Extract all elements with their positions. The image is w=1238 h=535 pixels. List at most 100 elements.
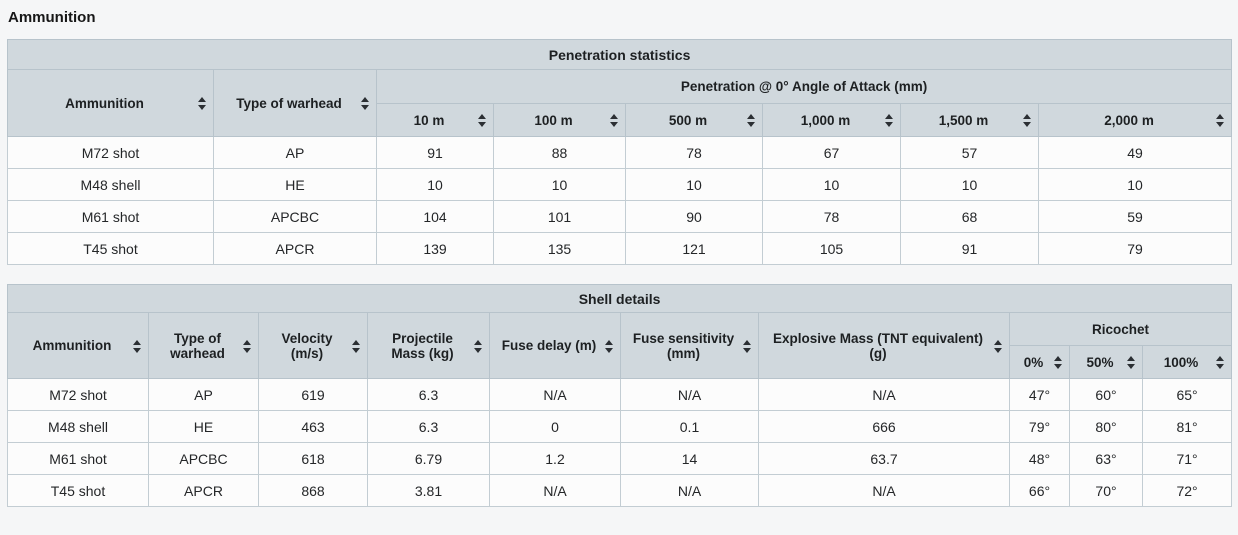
- sort-icon[interactable]: [1216, 356, 1225, 369]
- cell-warhead: AP: [213, 136, 377, 169]
- cell-ricochet-100: 65°: [1141, 378, 1233, 411]
- col-header-fuse-sensitivity-label: Fuse sensitivity (mm): [632, 330, 735, 361]
- sort-icon[interactable]: [1023, 114, 1031, 127]
- cell-fuse-sensitivity: 0.1: [620, 410, 759, 443]
- cell-pen-1000m: 105: [762, 232, 901, 265]
- cell-warhead: HE: [213, 168, 377, 201]
- cell-pen-1000m: 10: [762, 168, 901, 201]
- col-header-1500m[interactable]: 1,500 m: [900, 103, 1039, 137]
- table-row: T45 shot APCR 139 135 121 105 91 79: [7, 232, 1233, 265]
- col-header-2000m-label: 2,000 m: [1104, 112, 1154, 128]
- cell-ammunition: M61 shot: [7, 442, 149, 475]
- table-row: M61 shot APCBC 104 101 90 78 68 59: [7, 200, 1233, 233]
- col-header-2000m[interactable]: 2,000 m: [1037, 103, 1233, 137]
- cell-explosive-mass: N/A: [758, 474, 1010, 507]
- col-header-projectile-mass[interactable]: Projectile Mass (kg): [367, 312, 490, 379]
- sort-icon[interactable]: [1127, 356, 1135, 369]
- sort-icon[interactable]: [610, 114, 618, 127]
- cell-warhead: APCBC: [213, 200, 377, 233]
- col-header-ammunition[interactable]: Ammunition: [7, 312, 149, 379]
- cell-pen-1500m: 91: [900, 232, 1039, 265]
- cell-ricochet-50: 60°: [1069, 378, 1143, 411]
- col-header-100m[interactable]: 100 m: [493, 103, 626, 137]
- cell-ricochet-0: 66°: [1009, 474, 1070, 507]
- col-header-explosive-mass[interactable]: Explosive Mass (TNT equivalent) (g): [758, 312, 1010, 379]
- cell-pen-500m: 121: [625, 232, 763, 265]
- cell-explosive-mass: N/A: [758, 378, 1010, 411]
- cell-fuse-sensitivity: N/A: [620, 378, 759, 411]
- table-row: M48 shell HE 10 10 10 10 10 10: [7, 168, 1233, 201]
- cell-pen-100m: 10: [493, 168, 626, 201]
- sort-icon[interactable]: [243, 339, 251, 353]
- col-header-10m[interactable]: 10 m: [376, 103, 494, 137]
- col-header-fuse-sensitivity[interactable]: Fuse sensitivity (mm): [620, 312, 759, 379]
- col-header-ricochet-50-label: 50%: [1086, 354, 1114, 370]
- col-header-fuse-delay[interactable]: Fuse delay (m): [489, 312, 621, 379]
- table-row: M72 shot AP 619 6.3 N/A N/A N/A 47° 60° …: [7, 378, 1233, 411]
- cell-velocity: 619: [258, 378, 368, 411]
- col-header-ammunition[interactable]: Ammunition: [7, 69, 214, 137]
- col-header-100m-label: 100 m: [534, 112, 573, 128]
- col-header-500m[interactable]: 500 m: [625, 103, 763, 137]
- cell-ammunition: M61 shot: [7, 200, 214, 233]
- cell-pen-10m: 91: [376, 136, 494, 169]
- cell-projectile-mass: 6.79: [367, 442, 490, 475]
- cell-ricochet-100: 72°: [1141, 474, 1233, 507]
- cell-warhead: APCBC: [148, 442, 259, 475]
- sort-icon[interactable]: [885, 114, 893, 127]
- col-header-1000m-label: 1,000 m: [800, 112, 851, 128]
- col-header-type-of-warhead-label: Type of warhead: [170, 330, 225, 361]
- sort-icon[interactable]: [474, 339, 482, 353]
- cell-pen-100m: 135: [493, 232, 626, 265]
- penetration-statistics-table: Penetration statistics Ammunition Type o…: [6, 39, 1233, 265]
- sort-icon[interactable]: [1054, 356, 1062, 369]
- cell-pen-1000m: 67: [762, 136, 901, 169]
- cell-projectile-mass: 6.3: [367, 410, 490, 443]
- cell-ricochet-0: 48°: [1009, 442, 1070, 475]
- cell-pen-500m: 90: [625, 200, 763, 233]
- col-header-ricochet-0[interactable]: 0%: [1009, 345, 1070, 379]
- col-header-velocity-label: Velocity (m/s): [281, 330, 333, 361]
- cell-pen-10m: 104: [376, 200, 494, 233]
- sort-icon[interactable]: [133, 339, 141, 353]
- sort-icon[interactable]: [605, 339, 613, 353]
- col-header-1500m-label: 1,500 m: [938, 112, 989, 128]
- sort-icon[interactable]: [361, 97, 369, 110]
- cell-ammunition: M72 shot: [7, 378, 149, 411]
- cell-fuse-sensitivity: 14: [620, 442, 759, 475]
- col-header-ammunition-label: Ammunition: [32, 338, 112, 353]
- cell-pen-500m: 10: [625, 168, 763, 201]
- cell-ammunition: M72 shot: [7, 136, 214, 169]
- sort-icon[interactable]: [1216, 114, 1225, 127]
- cell-pen-10m: 139: [376, 232, 494, 265]
- sort-icon[interactable]: [994, 339, 1002, 353]
- cell-velocity: 868: [258, 474, 368, 507]
- cell-warhead: APCR: [213, 232, 377, 265]
- cell-ricochet-0: 47°: [1009, 378, 1070, 411]
- col-header-type-of-warhead[interactable]: Type of warhead: [148, 312, 259, 379]
- cell-pen-2000m: 49: [1037, 136, 1233, 169]
- col-header-1000m[interactable]: 1,000 m: [762, 103, 901, 137]
- col-header-velocity[interactable]: Velocity (m/s): [258, 312, 368, 379]
- col-header-type-of-warhead-label: Type of warhead: [236, 95, 342, 111]
- table-row: M48 shell HE 463 6.3 0 0.1 666 79° 80° 8…: [7, 410, 1233, 443]
- sort-icon[interactable]: [478, 114, 486, 127]
- sort-icon[interactable]: [352, 339, 360, 353]
- cell-pen-1000m: 78: [762, 200, 901, 233]
- cell-warhead: AP: [148, 378, 259, 411]
- sort-icon[interactable]: [743, 339, 751, 353]
- col-header-ricochet-100[interactable]: 100%: [1141, 345, 1233, 379]
- cell-pen-10m: 10: [376, 168, 494, 201]
- cell-pen-500m: 78: [625, 136, 763, 169]
- group-header-penetration-angle: Penetration @ 0° Angle of Attack (mm): [375, 69, 1233, 104]
- col-header-ricochet-50[interactable]: 50%: [1069, 345, 1143, 379]
- col-header-type-of-warhead[interactable]: Type of warhead: [213, 69, 377, 137]
- cell-ammunition: M48 shell: [7, 410, 149, 443]
- sort-icon[interactable]: [747, 114, 755, 127]
- sort-icon[interactable]: [198, 97, 206, 110]
- cell-pen-2000m: 59: [1037, 200, 1233, 233]
- cell-fuse-delay: N/A: [489, 474, 621, 507]
- col-header-ricochet-0-label: 0%: [1023, 354, 1044, 370]
- cell-ricochet-0: 79°: [1009, 410, 1070, 443]
- cell-explosive-mass: 666: [758, 410, 1010, 443]
